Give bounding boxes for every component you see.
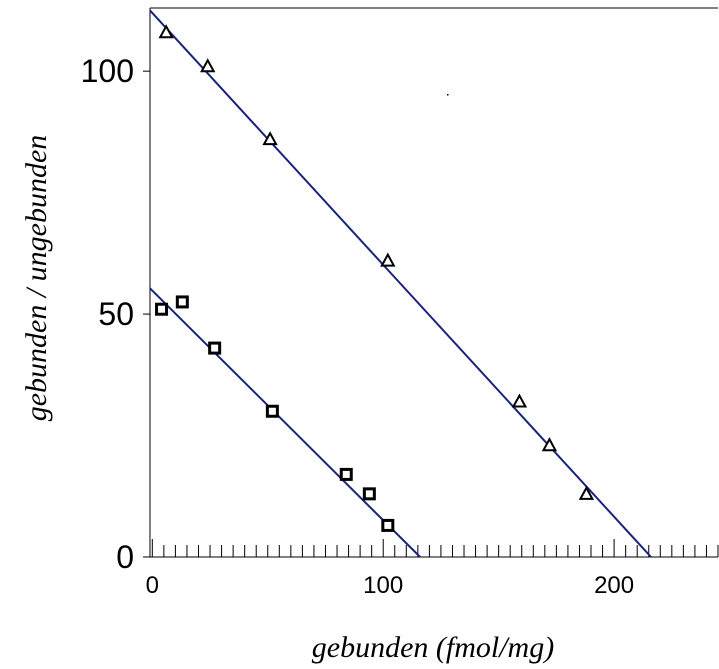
fit-line xyxy=(149,287,421,558)
square-marker xyxy=(362,487,376,501)
data-markers xyxy=(155,24,595,532)
square-marker xyxy=(381,518,395,532)
x-axis-title: gebunden (fmol/mg) xyxy=(312,631,554,664)
fit-line xyxy=(149,9,652,558)
triangle-marker xyxy=(541,437,558,452)
triangle-marker xyxy=(578,485,595,500)
x-tick-label: 0 xyxy=(146,572,159,599)
y-tick-label: 0 xyxy=(116,539,134,575)
y-axis-title: gebunden / ungebunden xyxy=(20,135,53,422)
square-marker xyxy=(175,295,189,309)
square-marker xyxy=(208,341,222,355)
triangle-marker xyxy=(262,131,278,146)
x-tick-label: 200 xyxy=(594,572,634,599)
y-tick-label: 50 xyxy=(98,296,134,332)
stray-dot xyxy=(447,94,449,96)
x-tick-label: 100 xyxy=(363,572,403,599)
x-axis-ticks: 0 100 200 xyxy=(146,539,719,599)
triangle-marker xyxy=(511,393,528,408)
y-axis-ticks: 0 50 100 xyxy=(81,53,150,575)
square-marker xyxy=(155,302,169,316)
y-tick-label: 100 xyxy=(81,53,134,89)
fit-lines xyxy=(149,9,652,558)
square-marker xyxy=(339,467,353,481)
triangle-marker xyxy=(200,58,216,73)
triangle-marker xyxy=(380,252,396,267)
plot-frame xyxy=(149,7,718,558)
square-marker xyxy=(265,404,279,418)
triangle-marker xyxy=(158,24,174,39)
